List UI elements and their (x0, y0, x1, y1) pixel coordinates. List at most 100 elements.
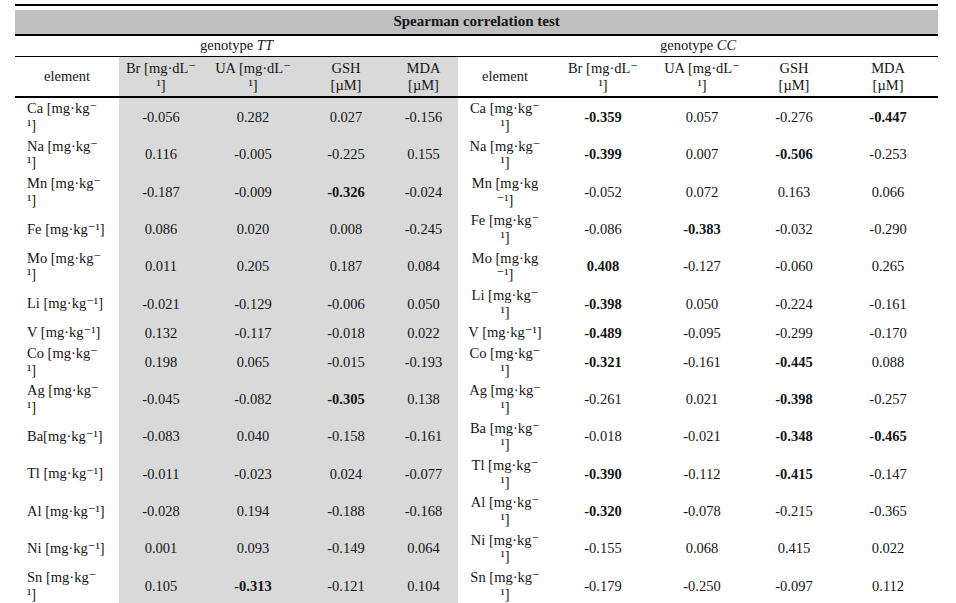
corr-value-ua-cc: 0.050 (654, 285, 750, 322)
corr-value-ua-cc: -0.383 (654, 210, 750, 247)
corr-value-gsh-tt: -0.326 (303, 173, 389, 210)
corr-value-br-cc: -0.359 (552, 97, 654, 135)
corr-value-ua-tt: 0.282 (203, 97, 303, 135)
corr-value-gsh-tt: 0.024 (303, 455, 389, 492)
corr-value-br-cc: -0.052 (552, 173, 654, 210)
table-row: Tl [mg·kg⁻¹] -0.011 -0.023 0.024 -0.077 … (15, 455, 938, 492)
corr-value-br-tt: 0.132 (119, 322, 203, 343)
corr-value-ua-cc: 0.021 (654, 380, 750, 417)
corr-value-br-tt: 0.116 (119, 136, 203, 173)
corr-value-mda-cc: -0.447 (838, 97, 938, 135)
col-header-gsh-cc: GSH [µM] (750, 57, 838, 98)
element-label-cc: Fe [mg·kg⁻¹] (458, 210, 552, 247)
corr-value-gsh-cc: 0.163 (750, 173, 838, 210)
genotype-tt-header: genotype TT (15, 35, 458, 57)
corr-value-mda-cc: -0.465 (838, 418, 938, 455)
column-header-row: element Br [mg·dL⁻¹] UA [mg·dL⁻¹] GSH [µ… (15, 57, 938, 98)
corr-value-mda-tt: 0.022 (389, 322, 458, 343)
corr-value-gsh-cc: -0.097 (750, 567, 838, 603)
corr-value-ua-cc: 0.068 (654, 530, 750, 567)
corr-value-br-cc: -0.399 (552, 136, 654, 173)
corr-value-gsh-tt: -0.006 (303, 285, 389, 322)
genotype-name-tt: TT (257, 37, 273, 53)
col-header-label: GSH [µM] (770, 60, 818, 93)
element-label-tt: Ni [mg·kg⁻¹] (15, 530, 119, 567)
corr-value-mda-cc: 0.022 (838, 530, 938, 567)
corr-value-mda-cc: 0.112 (838, 567, 938, 603)
corr-value-br-cc: -0.489 (552, 322, 654, 343)
col-header-mda-tt: MDA [µM] (389, 57, 458, 98)
corr-value-br-tt: -0.021 (119, 285, 203, 322)
title-row: Spearman correlation test (15, 10, 938, 35)
corr-value-gsh-cc: -0.060 (750, 248, 838, 285)
corr-value-ua-tt: -0.313 (203, 567, 303, 603)
corr-value-mda-cc: -0.147 (838, 455, 938, 492)
table-row: Na [mg·kg⁻¹] 0.116 -0.005 -0.225 0.155 N… (15, 136, 938, 173)
corr-value-gsh-cc: -0.032 (750, 210, 838, 247)
genotype-cc-header: genotype CC (458, 35, 938, 57)
corr-value-br-cc: -0.321 (552, 343, 654, 380)
genotype-label: genotype (200, 37, 257, 53)
corr-value-ua-tt: -0.009 (203, 173, 303, 210)
corr-value-ua-cc: -0.127 (654, 248, 750, 285)
corr-value-br-cc: -0.018 (552, 418, 654, 455)
corr-value-mda-tt: 0.050 (389, 285, 458, 322)
corr-value-br-tt: -0.011 (119, 455, 203, 492)
col-header-element-tt: element (15, 57, 119, 98)
corr-value-br-cc: -0.398 (552, 285, 654, 322)
element-label-cc: Mo [mg·kg⁻¹] (458, 248, 552, 285)
corr-value-br-cc: -0.179 (552, 567, 654, 603)
corr-value-gsh-tt: -0.121 (303, 567, 389, 603)
corr-value-br-cc: -0.320 (552, 492, 654, 529)
element-label-tt: Li [mg·kg⁻¹] (15, 285, 119, 322)
table-row: Mn [mg·kg⁻¹] -0.187 -0.009 -0.326 -0.024… (15, 173, 938, 210)
col-header-label: Br [mg·dL⁻¹] (123, 60, 199, 93)
col-header-ua-cc: UA [mg·dL⁻¹] (654, 57, 750, 98)
corr-value-br-cc: -0.261 (552, 380, 654, 417)
corr-value-ua-cc: -0.112 (654, 455, 750, 492)
genotype-label: genotype (660, 37, 717, 53)
corr-value-br-cc: -0.086 (552, 210, 654, 247)
corr-value-ua-cc: -0.021 (654, 418, 750, 455)
corr-value-ua-tt: -0.129 (203, 285, 303, 322)
element-label-tt: Mn [mg·kg⁻¹] (15, 173, 119, 210)
element-label-cc: Sn [mg·kg⁻¹] (458, 567, 552, 603)
corr-value-ua-tt: 0.093 (203, 530, 303, 567)
corr-value-mda-cc: -0.290 (838, 210, 938, 247)
col-header-label: UA [mg·dL⁻¹] (215, 60, 291, 93)
corr-value-br-tt: 0.086 (119, 210, 203, 247)
genotype-name-cc: CC (717, 37, 736, 53)
col-header-mda-cc: MDA [µM] (838, 57, 938, 98)
corr-value-gsh-tt: 0.187 (303, 248, 389, 285)
corr-value-gsh-cc: -0.215 (750, 492, 838, 529)
table-row: Co [mg·kg⁻¹] 0.198 0.065 -0.015 -0.193 C… (15, 343, 938, 380)
element-label-cc: Ca [mg·kg⁻¹] (458, 97, 552, 135)
table-row: Li [mg·kg⁻¹] -0.021 -0.129 -0.006 0.050 … (15, 285, 938, 322)
corr-value-mda-cc: -0.253 (838, 136, 938, 173)
table-top-rule (15, 4, 938, 6)
corr-value-mda-cc: 0.066 (838, 173, 938, 210)
corr-value-mda-tt: 0.084 (389, 248, 458, 285)
corr-value-mda-cc: -0.365 (838, 492, 938, 529)
element-label-cc: Ba [mg·kg⁻¹] (458, 418, 552, 455)
corr-value-ua-tt: -0.082 (203, 380, 303, 417)
element-label-cc: Na [mg·kg⁻¹] (458, 136, 552, 173)
corr-value-br-tt: -0.045 (119, 380, 203, 417)
corr-value-gsh-tt: -0.018 (303, 322, 389, 343)
corr-value-br-cc: -0.155 (552, 530, 654, 567)
corr-value-mda-tt: 0.064 (389, 530, 458, 567)
corr-value-gsh-tt: 0.027 (303, 97, 389, 135)
corr-value-mda-cc: -0.161 (838, 285, 938, 322)
corr-value-mda-tt: -0.077 (389, 455, 458, 492)
corr-value-mda-tt: -0.156 (389, 97, 458, 135)
corr-value-br-tt: 0.105 (119, 567, 203, 603)
corr-value-br-cc: -0.390 (552, 455, 654, 492)
corr-value-ua-cc: 0.072 (654, 173, 750, 210)
col-header-br-cc: Br [mg·dL⁻¹] (552, 57, 654, 98)
corr-value-ua-cc: 0.057 (654, 97, 750, 135)
corr-value-gsh-tt: -0.305 (303, 380, 389, 417)
corr-value-gsh-cc: 0.415 (750, 530, 838, 567)
corr-value-br-tt: -0.056 (119, 97, 203, 135)
element-label-tt: Sn [mg·kg⁻¹] (15, 567, 119, 603)
element-label-tt: Fe [mg·kg⁻¹] (15, 210, 119, 247)
